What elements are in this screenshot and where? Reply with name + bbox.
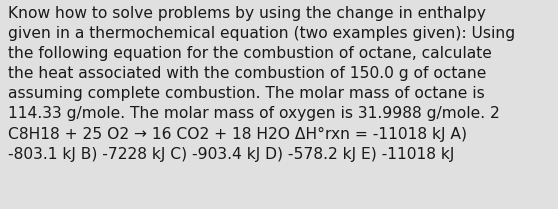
Text: Know how to solve problems by using the change in enthalpy
given in a thermochem: Know how to solve problems by using the … (8, 6, 516, 162)
